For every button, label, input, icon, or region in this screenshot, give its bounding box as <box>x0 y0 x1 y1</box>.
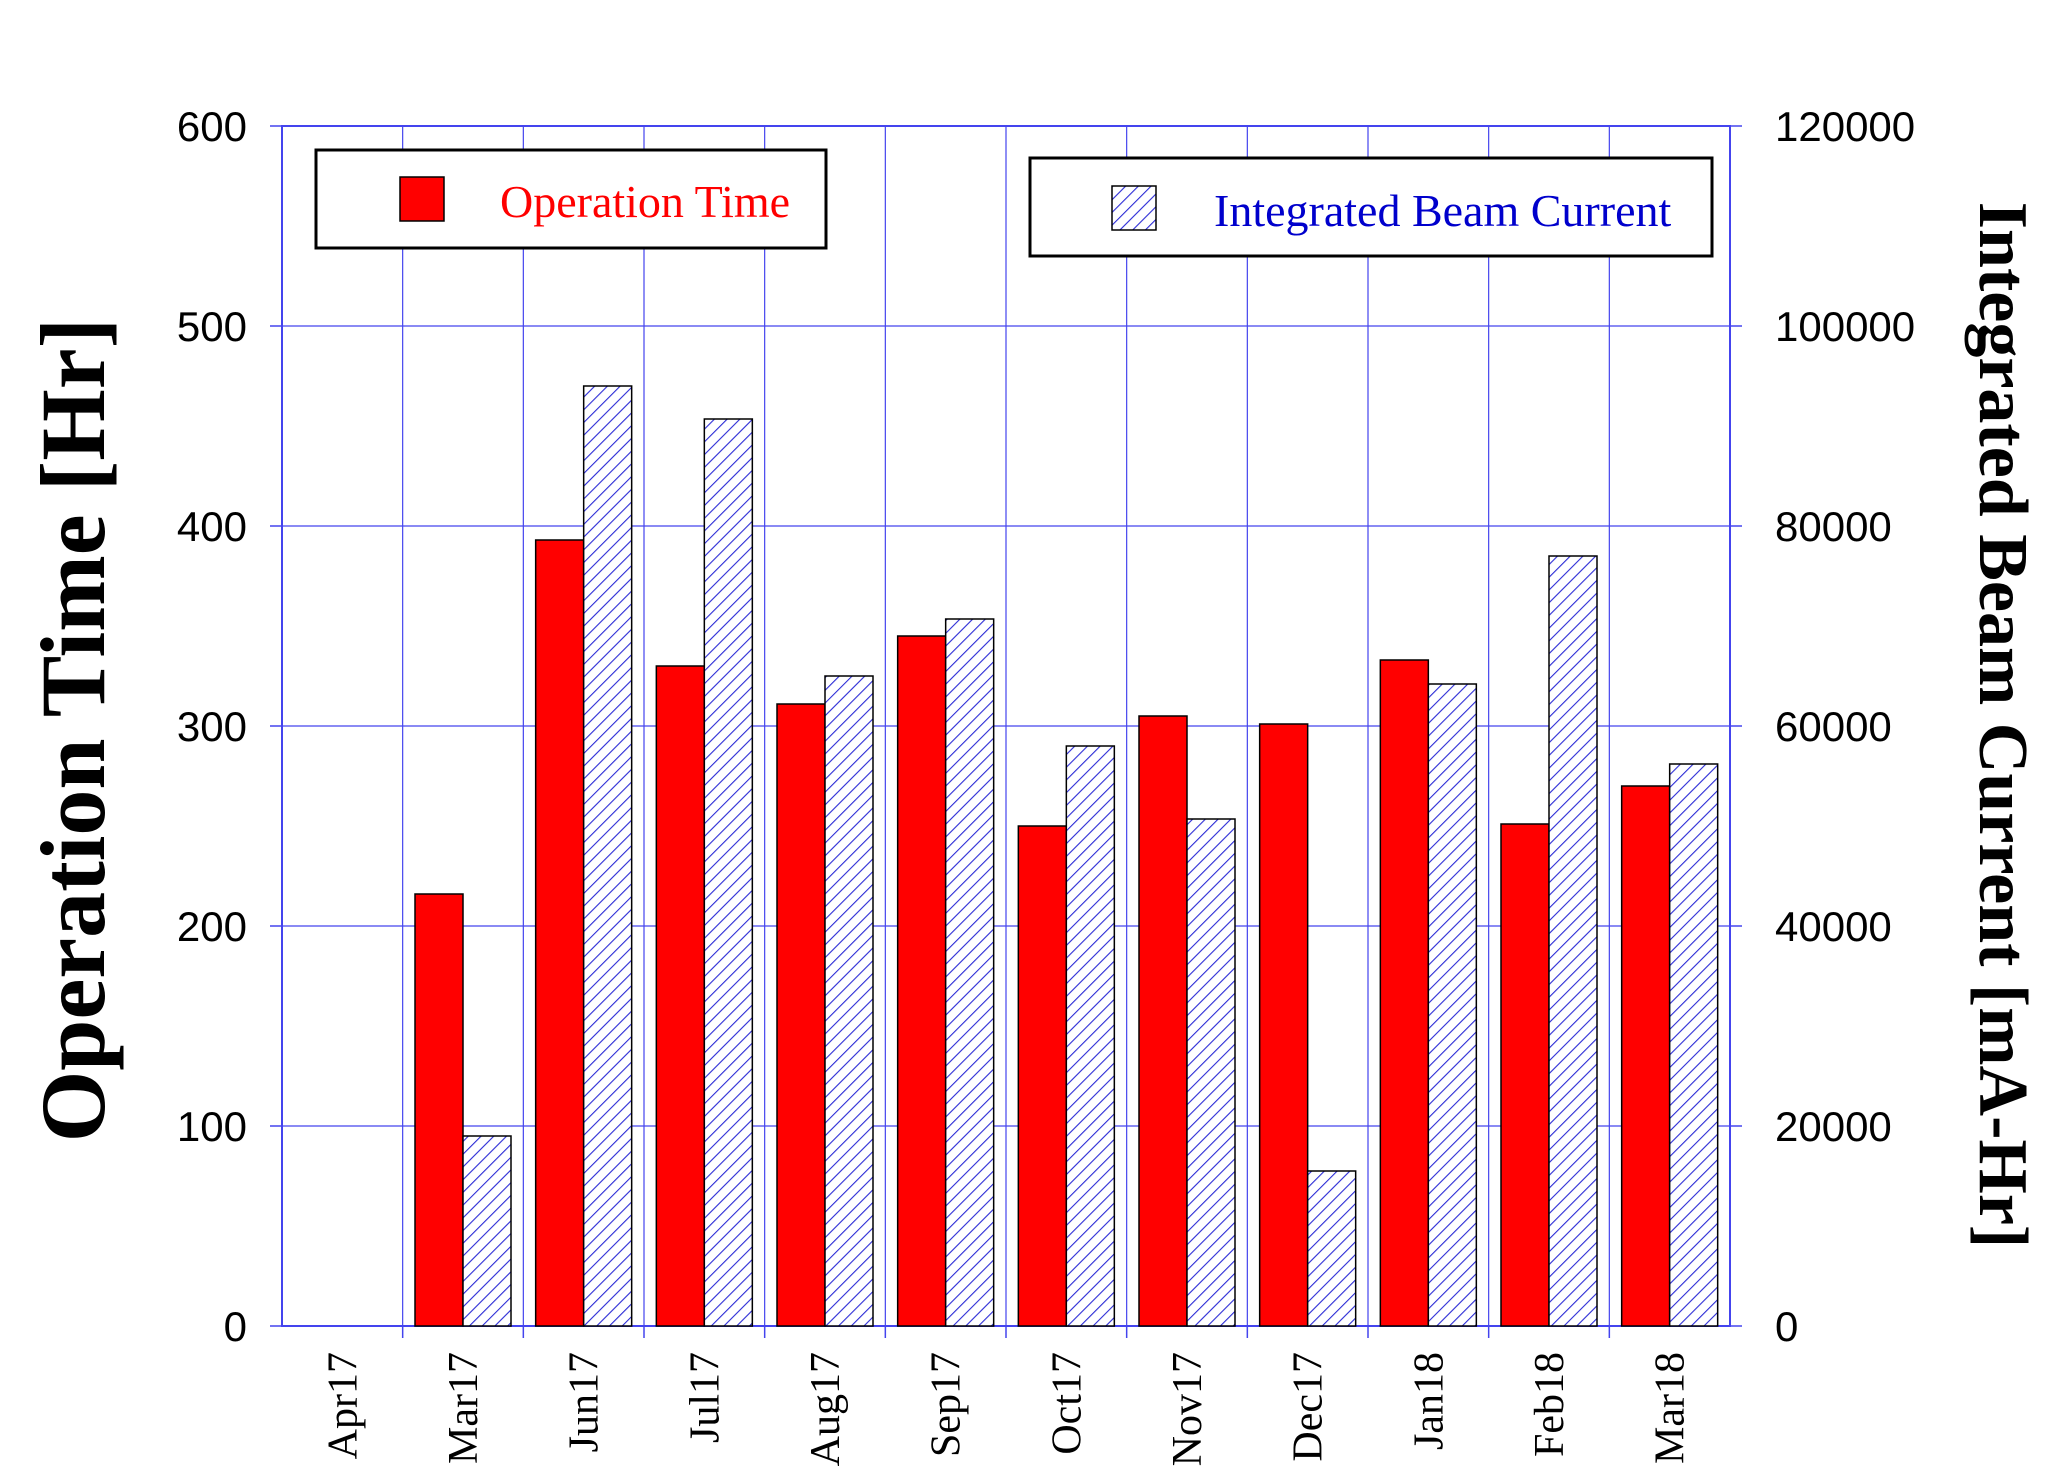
bar-integrated-beam-current <box>1427 683 1478 1327</box>
bar-operation-time <box>896 635 947 1327</box>
x-tick-label: Nov17 <box>1165 1352 1211 1466</box>
y-tick-label-left: 300 <box>177 703 247 750</box>
x-tick-label: Jan18 <box>1406 1352 1452 1450</box>
x-tick-label: Jun17 <box>562 1352 608 1452</box>
x-tick-label: Sep17 <box>924 1352 970 1457</box>
y-tick-label-right: 40000 <box>1775 903 1892 950</box>
bar-integrated-beam-current <box>1306 1170 1357 1327</box>
bar-operation-time <box>1500 823 1550 1327</box>
x-tick-label: Mar18 <box>1648 1352 1694 1464</box>
legend-label-operation-time: Operation Time <box>500 176 790 227</box>
y-tick-label-left: 400 <box>177 503 247 550</box>
axis-labels: 0 100 200 300 400 500 600 0 20000 40000 60000 80000… <box>177 103 1915 1466</box>
bar-integrated-beam-current <box>582 385 633 1327</box>
legend-integrated-beam-current: Integrated Beam Current <box>1028 156 1714 258</box>
bar-integrated-beam-current <box>703 418 754 1327</box>
y-tick-label-left: 500 <box>177 303 247 350</box>
bars <box>414 385 1719 1327</box>
x-tick-label: Jul17 <box>682 1352 728 1443</box>
x-tick-label: Dec17 <box>1286 1352 1332 1462</box>
y-tick-label-right: 0 <box>1775 1303 1798 1350</box>
x-tick-label: Mar17 <box>441 1352 487 1464</box>
bar-integrated-beam-current <box>1065 745 1116 1327</box>
bar-operation-time <box>534 539 585 1327</box>
y-tick-label-left: 0 <box>224 1303 247 1350</box>
bar-operation-time <box>655 665 706 1327</box>
bar-operation-time <box>414 893 464 1327</box>
y-tick-label-right: 60000 <box>1775 703 1892 750</box>
bar-integrated-beam-current <box>1668 763 1719 1327</box>
axis-ticks <box>270 125 1742 1338</box>
y-tick-label-left: 100 <box>177 1103 247 1150</box>
x-tick-label: Apr17 <box>320 1352 366 1459</box>
y-tick-label-right: 100000 <box>1775 303 1915 350</box>
grid-lines <box>282 125 1730 1327</box>
bar-operation-time <box>1138 715 1188 1327</box>
bar-operation-time <box>1379 659 1430 1327</box>
y-tick-label-right: 80000 <box>1775 503 1892 550</box>
bar-operation-time <box>1620 785 1671 1327</box>
bar-integrated-beam-current <box>462 1135 512 1327</box>
bar-integrated-beam-current <box>1186 818 1236 1327</box>
bar-operation-time <box>1258 723 1309 1327</box>
y-tick-label-right: 20000 <box>1775 1103 1892 1150</box>
y-tick-label-right: 120000 <box>1775 103 1915 150</box>
legend-swatch-integrated-beam-current <box>1111 185 1157 231</box>
legend-operation-time: Operation Time <box>314 148 828 250</box>
bar-integrated-beam-current <box>944 618 995 1327</box>
x-tick-label: Aug17 <box>803 1352 849 1466</box>
y-tick-label-left: 600 <box>177 103 247 150</box>
y-tick-label-left: 200 <box>177 903 247 950</box>
bar-operation-time <box>1017 825 1068 1327</box>
bar-operation-time <box>776 703 826 1327</box>
y-axis-title-left: Operation Time [Hr] <box>22 318 124 1143</box>
x-tick-label: Oct17 <box>1044 1352 1090 1455</box>
legend-swatch-operation-time <box>399 176 445 222</box>
y-axis-title-right: Integrated Beam Current [mA-Hr] <box>1964 202 2041 1248</box>
bar-integrated-beam-current <box>824 675 874 1327</box>
bar-integrated-beam-current <box>1548 555 1598 1327</box>
x-tick-label: Feb18 <box>1527 1352 1573 1457</box>
legend-label-integrated-beam-current: Integrated Beam Current <box>1214 185 1671 236</box>
